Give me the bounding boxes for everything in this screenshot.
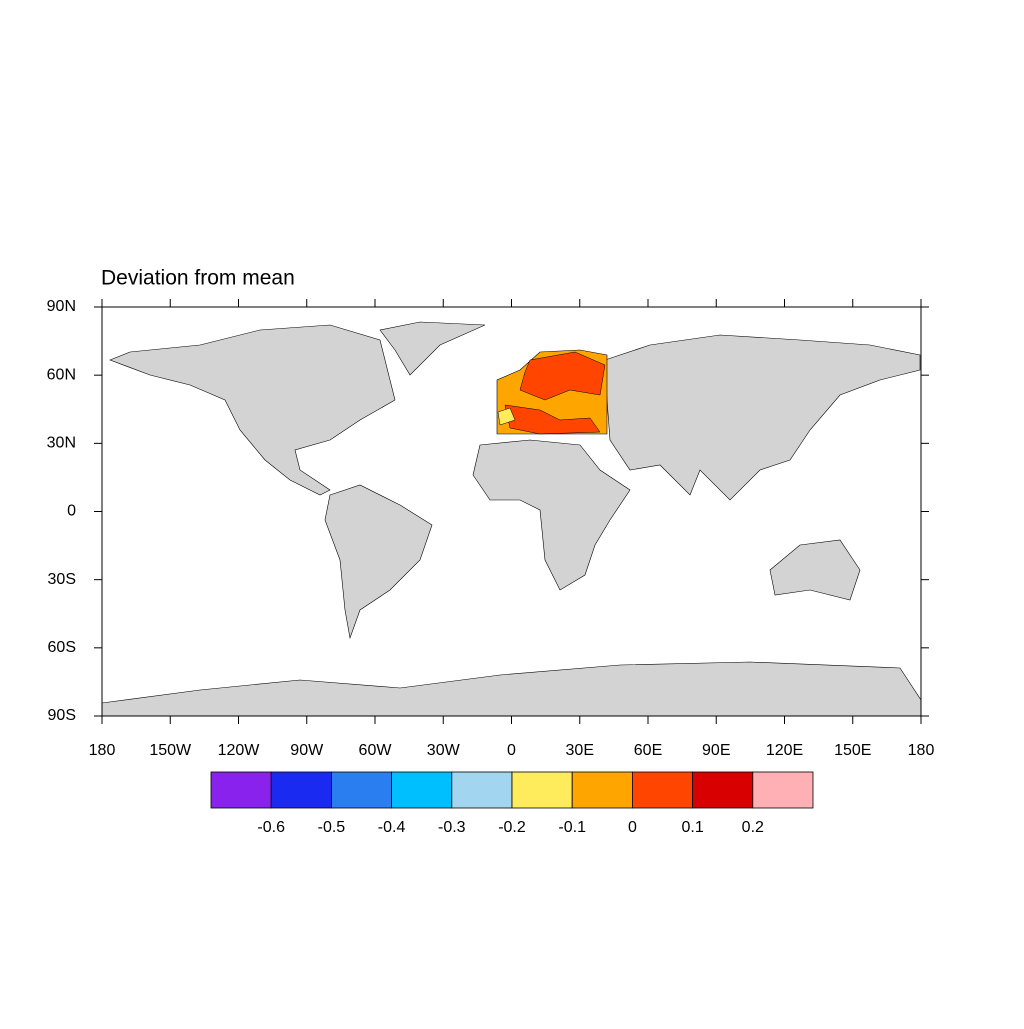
colorbar-box [692,771,754,809]
asia [604,334,921,501]
antarctica [101,661,922,717]
colorbar-label: -0.2 [498,819,526,836]
colorbar-box [210,771,272,809]
colorbar-label: 0.1 [681,819,703,836]
lon-tick-label: 0 [507,742,516,759]
lat-tick-label: 60N [47,366,76,383]
colorbar-box [752,771,814,809]
colorbar-box [391,771,453,809]
colorbar-box [330,771,392,809]
lat-tick-label: 60S [48,639,76,656]
europe-field [497,407,516,426]
lon-tick-label: 180 [908,742,935,759]
lon-tick-label: 120E [766,742,803,759]
europe-field [504,404,601,435]
colorbar-box [571,771,633,809]
lat-tick-label: 90S [48,707,76,724]
lon-tick-label: 150W [149,742,192,759]
title: Deviation from mean [101,267,295,290]
greenland [379,321,486,376]
lon-tick-label: 60E [634,742,662,759]
australia [769,539,861,601]
colorbar-label: -0.5 [318,819,346,836]
axes: 180 150W 120W 90W 60W 30W 0 30E 60E 90E 120E 150E 18… [47,298,935,759]
lon-tick-label: 90W [290,742,324,759]
lon-tick-label: 60W [359,742,393,759]
continents [101,321,922,717]
lon-tick-label: 90E [702,742,730,759]
lat-tick-label: 90N [47,298,76,315]
europe-field [519,351,606,401]
lon-tick-label: 150E [834,742,871,759]
lat-tick-label: 30N [47,435,76,452]
colorbar-label: 0 [628,819,637,836]
colorbar-box [270,771,332,809]
lon-tick-label: 180 [89,742,116,759]
colorbar-label: -0.6 [257,819,285,836]
colorbar: -0.6 -0.5 -0.4 -0.3 -0.2 -0.1 0 0.1 0.2 [210,771,814,836]
lat-tick-label: 0 [67,503,76,520]
colorbar-label: -0.4 [378,819,406,836]
south-america [324,484,433,640]
colorbar-box [511,771,573,809]
colorbar-box [632,771,694,809]
colorbar-label: -0.3 [438,819,466,836]
lon-tick-label: 30E [566,742,594,759]
africa [472,439,631,591]
colorbar-label: -0.1 [558,819,586,836]
lon-tick-label: 30W [427,742,461,759]
lat-tick-label: 30S [48,571,76,588]
colorbar-box [451,771,513,809]
lon-tick-label: 120W [218,742,261,759]
colorbar-label: 0.2 [742,819,764,836]
north-america [109,324,396,496]
